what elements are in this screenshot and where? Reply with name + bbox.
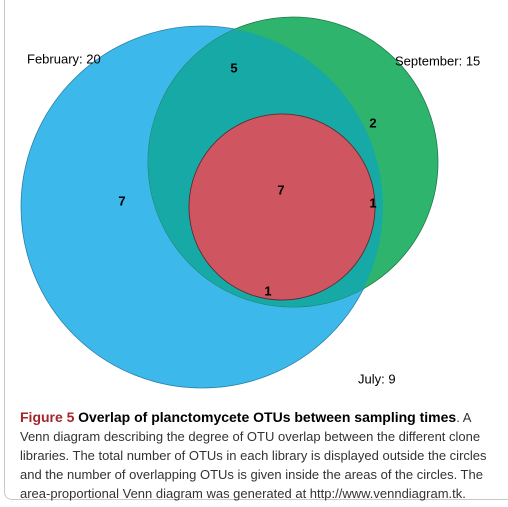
caption: Figure 5 Overlap of planctomycete OTUs b… bbox=[20, 408, 498, 503]
set-label: July: 9 bbox=[358, 371, 396, 386]
venn-diagram: February: 20 September: 15 July: 9 5 2 7… bbox=[20, 16, 480, 389]
frame bbox=[4, 0, 508, 500]
region-count: 1 bbox=[264, 283, 271, 298]
region-count: 2 bbox=[369, 115, 376, 130]
figure-title: Overlap of planctomycete OTUs between sa… bbox=[78, 409, 457, 425]
region-count: 7 bbox=[277, 182, 284, 197]
july-outline bbox=[188, 113, 376, 301]
caption-text: . A Venn diagram describing the degree o… bbox=[20, 410, 487, 501]
region-count: 5 bbox=[230, 60, 237, 75]
figure-label: Figure 5 bbox=[20, 409, 75, 425]
set-label: September: 15 bbox=[395, 53, 480, 68]
region-count: 1 bbox=[369, 195, 376, 210]
triple-overlap bbox=[189, 114, 375, 300]
set-label: February: 20 bbox=[27, 51, 101, 66]
region-count: 7 bbox=[118, 193, 125, 208]
